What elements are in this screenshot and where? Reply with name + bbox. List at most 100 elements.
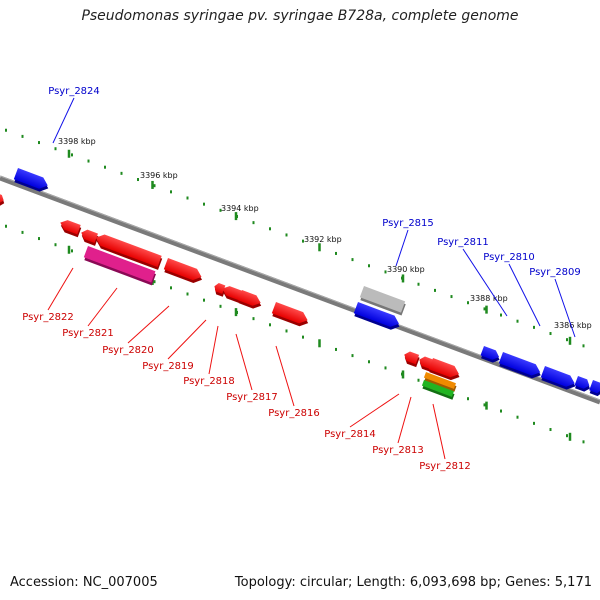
gene-arrow	[404, 351, 420, 368]
tick-mark	[566, 338, 568, 342]
genome-title: Pseudomonas syringae pv. syringae B728a,…	[81, 8, 519, 24]
gene-arrow	[214, 283, 226, 297]
gene-arrow	[81, 229, 99, 246]
tick-mark	[351, 354, 354, 358]
tick-mark	[71, 153, 73, 157]
leader-line	[127, 305, 170, 344]
tick-mark	[434, 288, 436, 292]
gene-arrow	[421, 380, 455, 400]
tick-mark	[38, 141, 40, 145]
tick-mark	[417, 378, 420, 382]
gene-arrow	[574, 376, 590, 392]
gene-arrow	[271, 302, 309, 327]
tick-mark	[186, 292, 189, 296]
scale-label: 3390 kbp	[387, 265, 425, 274]
tick-mark	[269, 227, 271, 231]
tick-mark	[351, 258, 354, 262]
tick-mark	[5, 128, 7, 132]
gene-arrow	[480, 346, 500, 363]
leader-line	[508, 263, 541, 327]
tick-mark	[87, 159, 90, 163]
tick-mark	[582, 344, 585, 348]
tick-mark	[203, 202, 205, 206]
tick-mark	[219, 304, 222, 308]
tick-mark	[483, 403, 486, 407]
major-tick-mark	[318, 339, 321, 348]
tick-mark	[269, 323, 271, 327]
tick-mark	[104, 165, 106, 169]
leader-line	[87, 287, 118, 327]
tick-mark	[153, 184, 156, 188]
leader-line	[462, 248, 508, 317]
scale-label: 3394 kbp	[221, 204, 259, 213]
gene-arrow	[60, 220, 82, 238]
tick-mark	[533, 325, 535, 329]
tick-mark	[285, 233, 288, 237]
tick-mark	[368, 360, 370, 364]
major-tick-mark	[401, 274, 405, 283]
major-tick-mark	[318, 243, 321, 252]
major-tick-mark	[401, 370, 405, 379]
tick-mark	[302, 239, 304, 243]
major-tick-mark	[67, 149, 71, 158]
gene-arrow	[589, 380, 600, 397]
major-tick-mark	[151, 180, 154, 189]
gene-arrow	[95, 234, 163, 270]
gene-arrow	[498, 352, 541, 379]
scale-label: 3386 kbp	[554, 321, 592, 330]
gene-label-psyr-2819: Psyr_2819	[142, 361, 194, 372]
tick-mark	[384, 366, 387, 370]
gene-label-psyr-2812: Psyr_2812	[419, 461, 471, 472]
leader-line	[397, 396, 412, 444]
tick-mark	[186, 196, 189, 200]
tick-mark	[450, 295, 453, 299]
tick-mark	[467, 301, 469, 305]
tick-mark	[335, 251, 337, 255]
tick-mark	[566, 434, 568, 438]
gene-label-psyr-2824: Psyr_2824	[48, 86, 100, 97]
gene-arrow	[222, 286, 244, 304]
tick-mark	[549, 428, 552, 432]
tick-mark	[500, 409, 502, 413]
tick-mark	[252, 221, 255, 225]
gene-arrow	[353, 302, 400, 330]
gene-label-psyr-2822: Psyr_2822	[22, 312, 74, 323]
leader-line	[208, 325, 219, 375]
major-tick-mark	[67, 245, 71, 254]
major-tick-mark	[234, 212, 238, 221]
tick-mark	[302, 335, 304, 339]
leader-line	[47, 267, 74, 311]
tick-mark	[170, 190, 172, 194]
tick-mark	[71, 249, 73, 253]
gene-arrow	[423, 372, 457, 392]
scale-label: 3398 kbp	[58, 137, 96, 146]
gene-label-psyr-2816: Psyr_2816	[268, 408, 320, 419]
gene-arrow	[428, 358, 460, 381]
gene-label-psyr-2815: Psyr_2815	[382, 218, 434, 229]
gene-arrow	[163, 258, 203, 283]
tick-mark	[203, 298, 205, 302]
gene-label-psyr-2818: Psyr_2818	[183, 376, 235, 387]
tick-mark	[54, 243, 57, 247]
leader-line	[275, 345, 295, 407]
scale-labels: 3398 kbp 3396 kbp 3394 kbp 3392 kbp 3390 kbp…	[58, 137, 592, 330]
tick-mark	[384, 270, 387, 274]
tick-mark	[285, 329, 288, 333]
gene-features	[0, 168, 600, 400]
tick-mark	[153, 280, 156, 284]
major-tick-mark	[568, 336, 572, 345]
leader-line	[167, 319, 207, 360]
gene-arrow	[83, 246, 156, 286]
tick-mark	[21, 230, 24, 234]
scale-label: 3396 kbp	[140, 171, 178, 180]
tick-mark	[137, 178, 139, 182]
gene-arrow	[238, 290, 262, 309]
gene-label-psyr-2817: Psyr_2817	[226, 392, 278, 403]
major-tick-mark	[485, 305, 488, 314]
gene-arrow	[540, 366, 576, 390]
tick-mark	[533, 421, 535, 425]
tick-mark	[252, 317, 255, 321]
gene-arrow	[13, 168, 49, 192]
scale-label: 3388 kbp	[470, 294, 508, 303]
